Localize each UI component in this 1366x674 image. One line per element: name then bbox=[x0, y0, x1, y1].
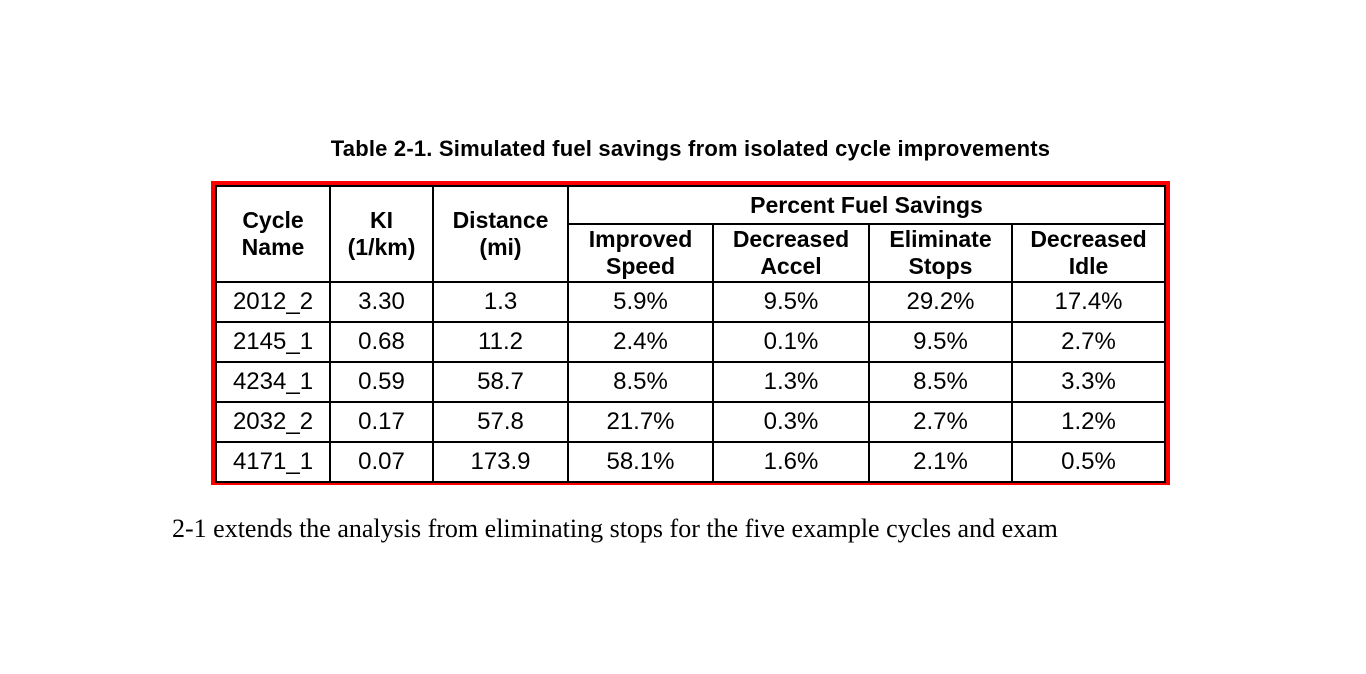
cell-eliminate-stops: 8.5% bbox=[868, 361, 1013, 403]
table-title: Table 2-1. Simulated fuel savings from i… bbox=[330, 136, 1051, 161]
cell-distance: 1.3 bbox=[432, 281, 569, 323]
cell-cycle-name: 4234_1 bbox=[215, 361, 331, 403]
cell-decreased-accel: 0.1% bbox=[712, 321, 870, 363]
cell-eliminate-stops: 29.2% bbox=[868, 281, 1013, 323]
col-header-line: Stops bbox=[908, 253, 973, 279]
col-header-line: Decreased bbox=[732, 226, 850, 252]
cell-cycle-name: 2032_2 bbox=[215, 401, 331, 443]
col-header-distance: Distance (mi) bbox=[432, 185, 569, 283]
table-row: 4234_1 0.59 58.7 8.5% 1.3% 8.5% 3.3% bbox=[215, 361, 1166, 403]
cell-decreased-idle: 3.3% bbox=[1011, 361, 1166, 403]
cell-eliminate-stops: 2.7% bbox=[868, 401, 1013, 443]
cell-improved-speed: 21.7% bbox=[567, 401, 714, 443]
cell-decreased-accel: 1.3% bbox=[712, 361, 870, 403]
cell-cycle-name: 2145_1 bbox=[215, 321, 331, 363]
col-header-cycle-name: Cycle Name bbox=[215, 185, 331, 283]
cell-decreased-idle: 2.7% bbox=[1011, 321, 1166, 363]
col-header-line: Distance bbox=[452, 207, 549, 233]
table-row: 2145_1 0.68 11.2 2.4% 0.1% 9.5% 2.7% bbox=[215, 321, 1166, 363]
col-header-decreased-accel: Decreased Accel bbox=[712, 223, 870, 283]
col-header-line: Name bbox=[241, 234, 305, 260]
col-header-line: Eliminate bbox=[889, 226, 992, 252]
cell-ki: 3.30 bbox=[329, 281, 434, 323]
cell-ki: 0.68 bbox=[329, 321, 434, 363]
cell-improved-speed: 58.1% bbox=[567, 441, 714, 483]
cell-cycle-name: 4171_1 bbox=[215, 441, 331, 483]
body-text: 2-1 extends the analysis from eliminatin… bbox=[172, 514, 1058, 543]
col-header-eliminate-stops: Eliminate Stops bbox=[868, 223, 1013, 283]
col-header-line: Speed bbox=[605, 253, 676, 279]
col-header-line: KI bbox=[370, 207, 393, 233]
cell-decreased-idle: 0.5% bbox=[1011, 441, 1166, 483]
cell-cycle-name: 2012_2 bbox=[215, 281, 331, 323]
col-header-decreased-idle: Decreased Idle bbox=[1011, 223, 1166, 283]
col-header-line: Decreased bbox=[1030, 226, 1147, 252]
cell-decreased-idle: 1.2% bbox=[1011, 401, 1166, 443]
cell-decreased-accel: 0.3% bbox=[712, 401, 870, 443]
cell-distance: 57.8 bbox=[432, 401, 569, 443]
col-header-line: Accel bbox=[760, 253, 822, 279]
cell-distance: 58.7 bbox=[432, 361, 569, 403]
table-row: 4171_1 0.07 173.9 58.1% 1.6% 2.1% 0.5% bbox=[215, 441, 1166, 483]
col-header-line: (1/km) bbox=[347, 234, 416, 260]
col-header-line: Improved bbox=[588, 226, 693, 252]
col-header-improved-speed: Improved Speed bbox=[567, 223, 714, 283]
cell-ki: 0.07 bbox=[329, 441, 434, 483]
fuel-savings-table-frame: Cycle Name KI (1/km) Distance (mi) Perce… bbox=[211, 181, 1170, 485]
table-row: 2012_2 3.30 1.3 5.9% 9.5% 29.2% 17.4% bbox=[215, 281, 1166, 323]
fuel-savings-table: Cycle Name KI (1/km) Distance (mi) Perce… bbox=[215, 185, 1166, 483]
cell-distance: 173.9 bbox=[432, 441, 569, 483]
group-header-percent-fuel-savings: Percent Fuel Savings bbox=[567, 185, 1166, 225]
cell-improved-speed: 8.5% bbox=[567, 361, 714, 403]
cell-distance: 11.2 bbox=[432, 321, 569, 363]
cell-decreased-accel: 9.5% bbox=[712, 281, 870, 323]
cell-ki: 0.17 bbox=[329, 401, 434, 443]
header-row-sub: Improved Speed Decreased Accel Eliminate… bbox=[216, 223, 1166, 283]
cell-decreased-accel: 1.6% bbox=[712, 441, 870, 483]
col-header-line: (mi) bbox=[479, 234, 522, 260]
cell-ki: 0.59 bbox=[329, 361, 434, 403]
col-header-ki: KI (1/km) bbox=[329, 185, 434, 283]
cell-improved-speed: 5.9% bbox=[567, 281, 714, 323]
col-header-line: Idle bbox=[1068, 253, 1109, 279]
cell-eliminate-stops: 9.5% bbox=[868, 321, 1013, 363]
cell-improved-speed: 2.4% bbox=[567, 321, 714, 363]
cell-eliminate-stops: 2.1% bbox=[868, 441, 1013, 483]
col-header-line: Cycle bbox=[242, 207, 304, 233]
header-row-group: Cycle Name KI (1/km) Distance (mi) Perce… bbox=[215, 185, 1166, 283]
cell-decreased-idle: 17.4% bbox=[1011, 281, 1166, 323]
table-row: 2032_2 0.17 57.8 21.7% 0.3% 2.7% 1.2% bbox=[215, 401, 1166, 443]
